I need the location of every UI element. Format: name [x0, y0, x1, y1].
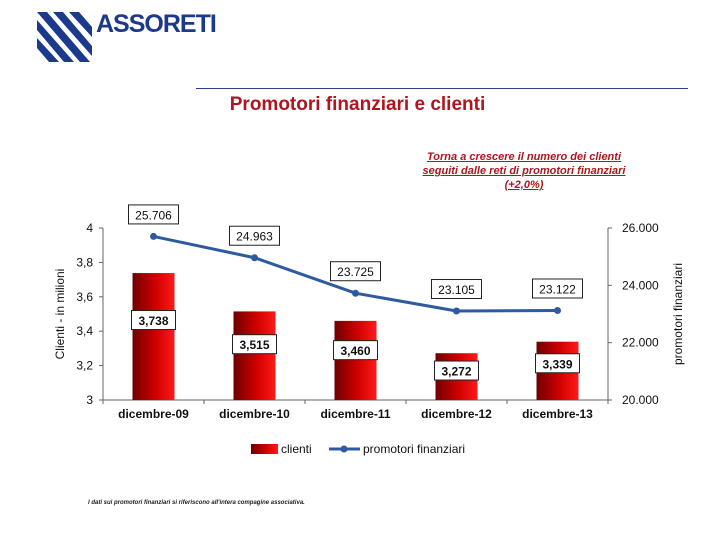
y-tick-label: 3,8	[76, 255, 93, 269]
page-title: Promotori finanziari e clienti	[229, 94, 486, 115]
line-data-label-box	[229, 225, 280, 246]
line-point	[453, 307, 460, 315]
line-point	[150, 232, 157, 240]
line-data-label: 25.706	[135, 208, 172, 222]
line-data-label: 23.105	[438, 283, 475, 297]
y-tick-label: 3	[86, 393, 93, 407]
line-data-label-box	[128, 204, 179, 225]
logo-stripes-icon	[37, 12, 92, 62]
legend-swatch-bar	[251, 444, 278, 454]
bar-data-label: 3,460	[340, 344, 370, 358]
bar-data-label: 3,515	[239, 338, 269, 352]
line-data-label: 23.122	[539, 283, 576, 297]
x-tick-label: dicembre-10	[219, 407, 290, 421]
y2-tick-label: 20.000	[622, 393, 659, 407]
bar	[334, 320, 377, 400]
bar-data-label-box	[333, 340, 378, 361]
chart-annotation: Torna a crescere il numero dei clienti s…	[422, 151, 626, 191]
legend: clienti promotori finanziari	[251, 442, 465, 456]
bar	[132, 273, 175, 400]
y2-tick-label: 26.000	[622, 221, 659, 235]
y-tick-label: 3,2	[76, 359, 93, 373]
bar-data-label-box	[232, 334, 277, 355]
assoreti-logo	[37, 12, 92, 62]
bar-data-label-box	[131, 310, 176, 331]
y2-tick-label: 24.000	[622, 278, 659, 292]
y2-axis-label: promotori finanziari	[671, 263, 685, 365]
legend-label-promotori: promotori finanziari	[363, 442, 465, 456]
x-tick-label: dicembre-09	[118, 407, 189, 421]
data-labels: 3,738 3,515 3,460 3,272 3,339 25.706 24.963 23.…	[128, 204, 583, 381]
header-rule	[196, 88, 688, 89]
footnote: I dati sui promotori finanziari si rifer…	[88, 500, 305, 506]
y-tick-label: 3,4	[76, 324, 93, 338]
y-tick-label: 4	[86, 221, 93, 235]
line-data-label-box	[330, 261, 381, 282]
bar	[233, 311, 276, 400]
line-series	[150, 232, 561, 315]
bar-data-label-box	[535, 353, 580, 374]
line-data-label: 23.725	[337, 265, 374, 279]
line-data-label-box	[431, 278, 482, 299]
y2-tick-label: 22.000	[622, 336, 659, 350]
line-data-label: 24.963	[236, 230, 273, 244]
legend-swatch-marker	[340, 445, 348, 453]
bar-data-label-box	[434, 360, 479, 381]
x-tick-label: dicembre-13	[522, 407, 593, 421]
y-tick-label: 3,6	[76, 290, 93, 304]
line-point	[251, 254, 258, 262]
line-point	[352, 289, 359, 297]
line-point	[554, 307, 561, 315]
x-tick-label: dicembre-12	[421, 407, 492, 421]
bar-data-label: 3,738	[138, 314, 168, 328]
y-axis-label: Clienti - in milioni	[53, 269, 67, 360]
x-tick-label: dicembre-11	[320, 407, 390, 421]
bar-data-label: 3,339	[542, 357, 572, 371]
bar-data-label: 3,272	[441, 365, 471, 379]
legend-label-clienti: clienti	[281, 442, 312, 456]
line-data-label-box	[532, 278, 583, 299]
logo-text: ASSORETI	[96, 10, 217, 38]
